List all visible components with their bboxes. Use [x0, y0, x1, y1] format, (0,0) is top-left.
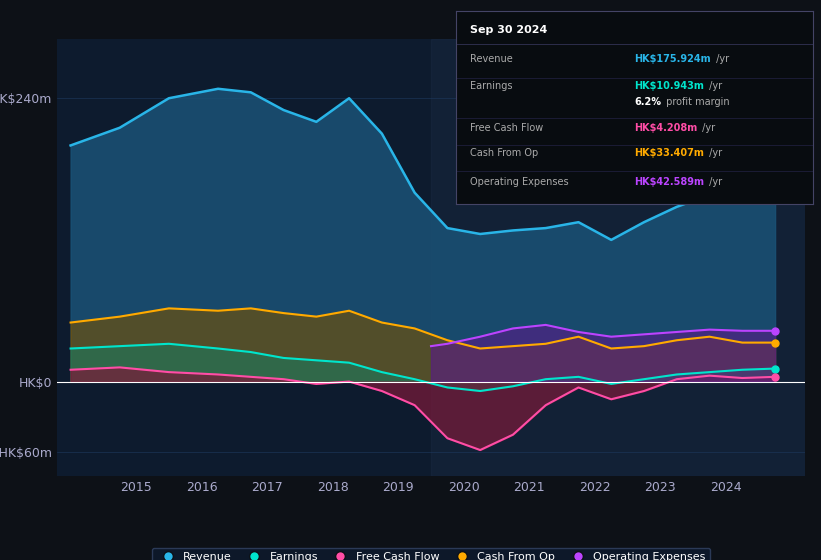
Text: /yr: /yr	[706, 148, 722, 158]
Text: Revenue: Revenue	[470, 54, 512, 64]
Text: Free Cash Flow: Free Cash Flow	[470, 123, 544, 133]
Text: HK$4.208m: HK$4.208m	[635, 123, 698, 133]
Text: HK$175.924m: HK$175.924m	[635, 54, 711, 64]
Text: Cash From Op: Cash From Op	[470, 148, 539, 158]
Text: /yr: /yr	[706, 81, 722, 91]
Legend: Revenue, Earnings, Free Cash Flow, Cash From Op, Operating Expenses: Revenue, Earnings, Free Cash Flow, Cash …	[152, 548, 710, 560]
Text: /yr: /yr	[699, 123, 714, 133]
Text: Sep 30 2024: Sep 30 2024	[470, 25, 548, 35]
Text: Earnings: Earnings	[470, 81, 512, 91]
Text: /yr: /yr	[706, 178, 722, 188]
Text: /yr: /yr	[713, 54, 729, 64]
Text: Operating Expenses: Operating Expenses	[470, 178, 569, 188]
Text: profit margin: profit margin	[663, 97, 729, 107]
Text: HK$33.407m: HK$33.407m	[635, 148, 704, 158]
Text: 6.2%: 6.2%	[635, 97, 661, 107]
Text: HK$42.589m: HK$42.589m	[635, 178, 704, 188]
Bar	[431, 39, 821, 476]
Text: HK$10.943m: HK$10.943m	[635, 81, 704, 91]
